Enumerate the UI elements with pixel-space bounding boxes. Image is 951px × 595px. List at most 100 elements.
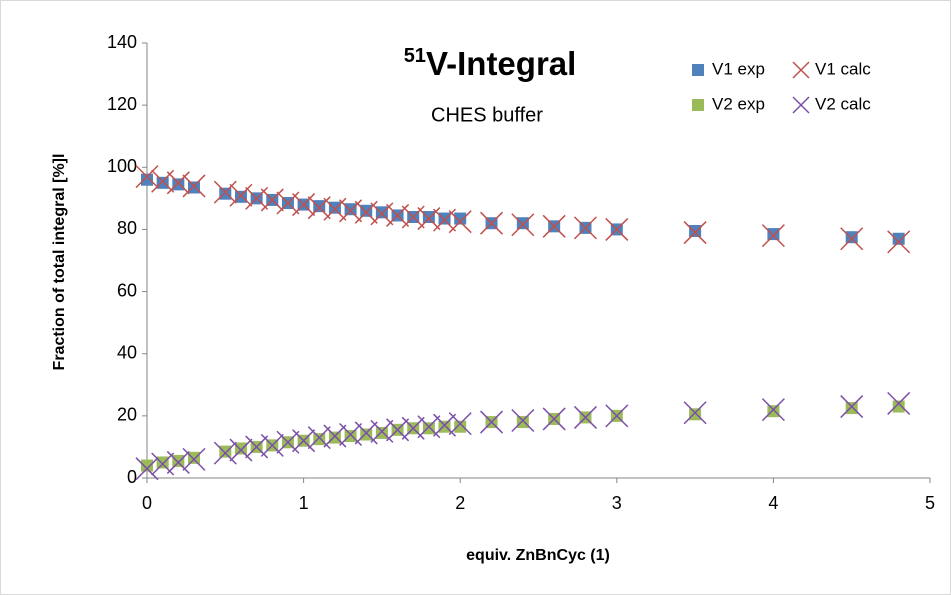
x-tick-label: 1: [299, 493, 309, 513]
point: [767, 405, 780, 418]
point: [234, 442, 247, 455]
x-tick-label: 3: [612, 493, 622, 513]
point: [479, 410, 504, 434]
point: [156, 176, 169, 189]
chart-title: 51V-Integral: [404, 45, 577, 82]
point: [135, 457, 159, 481]
point: [845, 231, 858, 244]
point: [344, 203, 357, 216]
point: [172, 178, 185, 191]
point: [448, 210, 472, 234]
point: [375, 426, 388, 439]
point: [187, 451, 200, 464]
point: [448, 412, 472, 436]
point: [229, 183, 253, 207]
point: [605, 217, 629, 241]
y-tick-label: 140: [107, 32, 137, 52]
point: [438, 212, 451, 225]
x-axis-label: equiv. ZnBnCyc (1): [466, 547, 610, 564]
legend-label: V1 exp: [712, 59, 765, 78]
point: [172, 454, 185, 467]
point: [182, 174, 206, 198]
legend-label: V2 exp: [712, 94, 765, 113]
point: [683, 401, 707, 425]
point: [182, 447, 206, 471]
point: [292, 429, 316, 453]
point: [213, 180, 237, 204]
legend-label: V1 calc: [815, 59, 871, 78]
point: [166, 450, 190, 474]
point: [229, 438, 253, 462]
chart-subtitle: CHES buffer: [431, 104, 543, 126]
point: [313, 200, 326, 213]
point: [892, 400, 905, 413]
point: [605, 404, 629, 428]
point: [213, 441, 237, 465]
point: [761, 398, 785, 422]
y-tick-label: 120: [107, 94, 137, 114]
point: [689, 408, 702, 421]
point: [454, 420, 467, 433]
point: [542, 214, 566, 238]
point: [422, 211, 435, 223]
point: [313, 433, 326, 446]
point: [422, 422, 435, 435]
point: [516, 217, 529, 230]
point: [892, 232, 905, 245]
y-tick-label: 20: [117, 405, 137, 425]
point: [219, 187, 232, 200]
point: [689, 224, 702, 237]
x-tick-label: 5: [925, 493, 935, 513]
title-superscript: 51: [404, 45, 426, 67]
y-tick-label: 40: [117, 342, 137, 362]
point: [166, 171, 190, 195]
point: [887, 230, 911, 254]
y-axis-label: Fraction of total integral [%]l: [51, 154, 68, 371]
point: [187, 181, 200, 194]
y-tick-label: 80: [117, 218, 137, 238]
point: [328, 431, 341, 444]
point: [219, 445, 232, 458]
legend-swatch: [692, 64, 704, 76]
point: [141, 173, 153, 186]
point: [479, 211, 504, 235]
legend-swatch: [792, 96, 810, 114]
x-tick-label: 0: [142, 493, 152, 513]
point: [573, 216, 598, 240]
point: [511, 408, 535, 433]
point: [845, 402, 858, 415]
point: [375, 206, 388, 219]
y-tick-label: 60: [117, 280, 137, 300]
point: [683, 221, 707, 245]
title-text: V-Integral: [426, 45, 576, 82]
x-tick-label: 4: [768, 493, 778, 513]
point: [292, 193, 316, 217]
point: [135, 165, 159, 189]
point: [360, 204, 373, 217]
point: [360, 428, 373, 441]
x-tick-label: 2: [455, 493, 465, 513]
point: [542, 407, 566, 431]
point: [516, 416, 529, 429]
point: [156, 456, 169, 469]
point: [887, 391, 911, 415]
point: [573, 405, 598, 429]
point: [511, 213, 535, 237]
y-tick-label: 100: [107, 156, 137, 176]
y-tick-label: 0: [127, 467, 137, 487]
legend-swatch: [792, 61, 810, 79]
point: [767, 228, 780, 241]
point: [840, 395, 864, 419]
point: [454, 212, 467, 225]
point: [840, 227, 864, 251]
point: [260, 433, 284, 457]
point: [234, 190, 247, 203]
point: [141, 459, 153, 472]
legend-swatch: [692, 99, 704, 111]
point: [260, 188, 284, 212]
point: [328, 201, 341, 214]
legend-label: V2 calc: [815, 94, 871, 113]
point: [761, 224, 785, 248]
